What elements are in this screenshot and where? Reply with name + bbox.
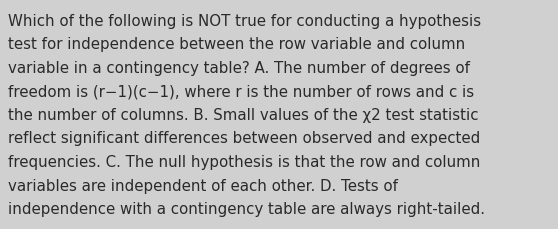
Text: variable in a contingency table? A. The number of degrees of: variable in a contingency table? A. The … <box>8 61 470 76</box>
Text: reflect significant differences between observed and expected: reflect significant differences between … <box>8 131 480 146</box>
Text: freedom is (r−1)(c−1), where r is the number of rows and c is: freedom is (r−1)(c−1), where r is the nu… <box>8 84 474 99</box>
Text: Which of the following is NOT true for conducting a hypothesis: Which of the following is NOT true for c… <box>8 14 481 29</box>
Text: the number of columns. B. Small values of the χ2 test statistic: the number of columns. B. Small values o… <box>8 108 479 123</box>
Text: frequencies. C. The null hypothesis is that the row and column: frequencies. C. The null hypothesis is t… <box>8 154 480 169</box>
Text: variables are independent of each other. D. Tests of: variables are independent of each other.… <box>8 178 398 193</box>
Text: independence with a contingency table are always right-tailed.: independence with a contingency table ar… <box>8 201 485 216</box>
Text: test for independence between the row variable and column: test for independence between the row va… <box>8 37 465 52</box>
